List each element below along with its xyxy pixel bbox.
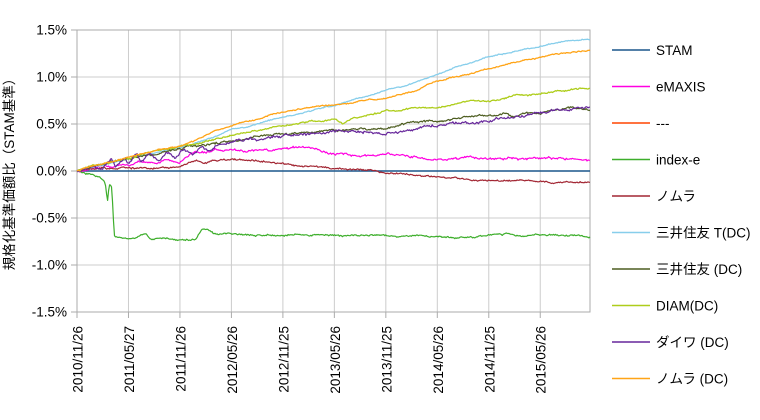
y-tick-label: -0.5% [32,211,67,226]
legend-label-STAM: STAM [656,43,693,58]
x-tick-label: 2014/05/26 [431,326,446,394]
y-tick-label: 0.0% [36,164,67,179]
x-tick-label: 2013/05/26 [328,326,343,394]
x-tick-label: 2011/05/27 [122,326,137,393]
legend-label-ダイワ (DC): ダイワ (DC) [656,335,729,350]
legend-label-DIAM(DC): DIAM(DC) [656,298,718,313]
x-tick-label: 2012/05/26 [225,326,240,394]
y-tick-label: 0.5% [36,117,67,132]
legend-label-eMAXIS: eMAXIS [656,79,706,94]
x-tick-label: 2012/11/25 [276,326,291,393]
series-line-ノムラ [76,158,591,185]
y-tick-label: -1.0% [32,258,67,273]
x-tick-label: 2013/11/25 [379,326,394,393]
legend-label----: --- [656,116,670,131]
y-tick-label: -1.5% [32,305,67,320]
y-tick-label: 1.5% [36,23,67,38]
legend-label-ノムラ (DC): ノムラ (DC) [656,371,728,386]
series-line-ダイワ (DC) [76,106,590,173]
series-line-eMAXIS [76,145,591,173]
series-line-index-e [76,169,591,242]
series-line-ノムラ (DC) [76,49,591,172]
x-tick-label: 2014/11/25 [482,326,497,393]
x-tick-label: 2011/11/26 [173,326,188,392]
legend-label-index-e: index-e [656,152,700,167]
y-tick-label: 1.0% [36,70,67,85]
legend-label-三井住友 T(DC): 三井住友 T(DC) [656,225,751,240]
legend-label-三井住友 (DC): 三井住友 (DC) [656,262,742,277]
y-axis-title: 規格化基準価額比（STAM基準） [1,72,17,271]
legend-label-ノムラ: ノムラ [656,189,696,204]
x-tick-label: 2010/11/26 [71,326,86,393]
x-tick-label: 2015/05/26 [534,326,549,394]
series-line-三井住友 (DC) [76,106,591,172]
